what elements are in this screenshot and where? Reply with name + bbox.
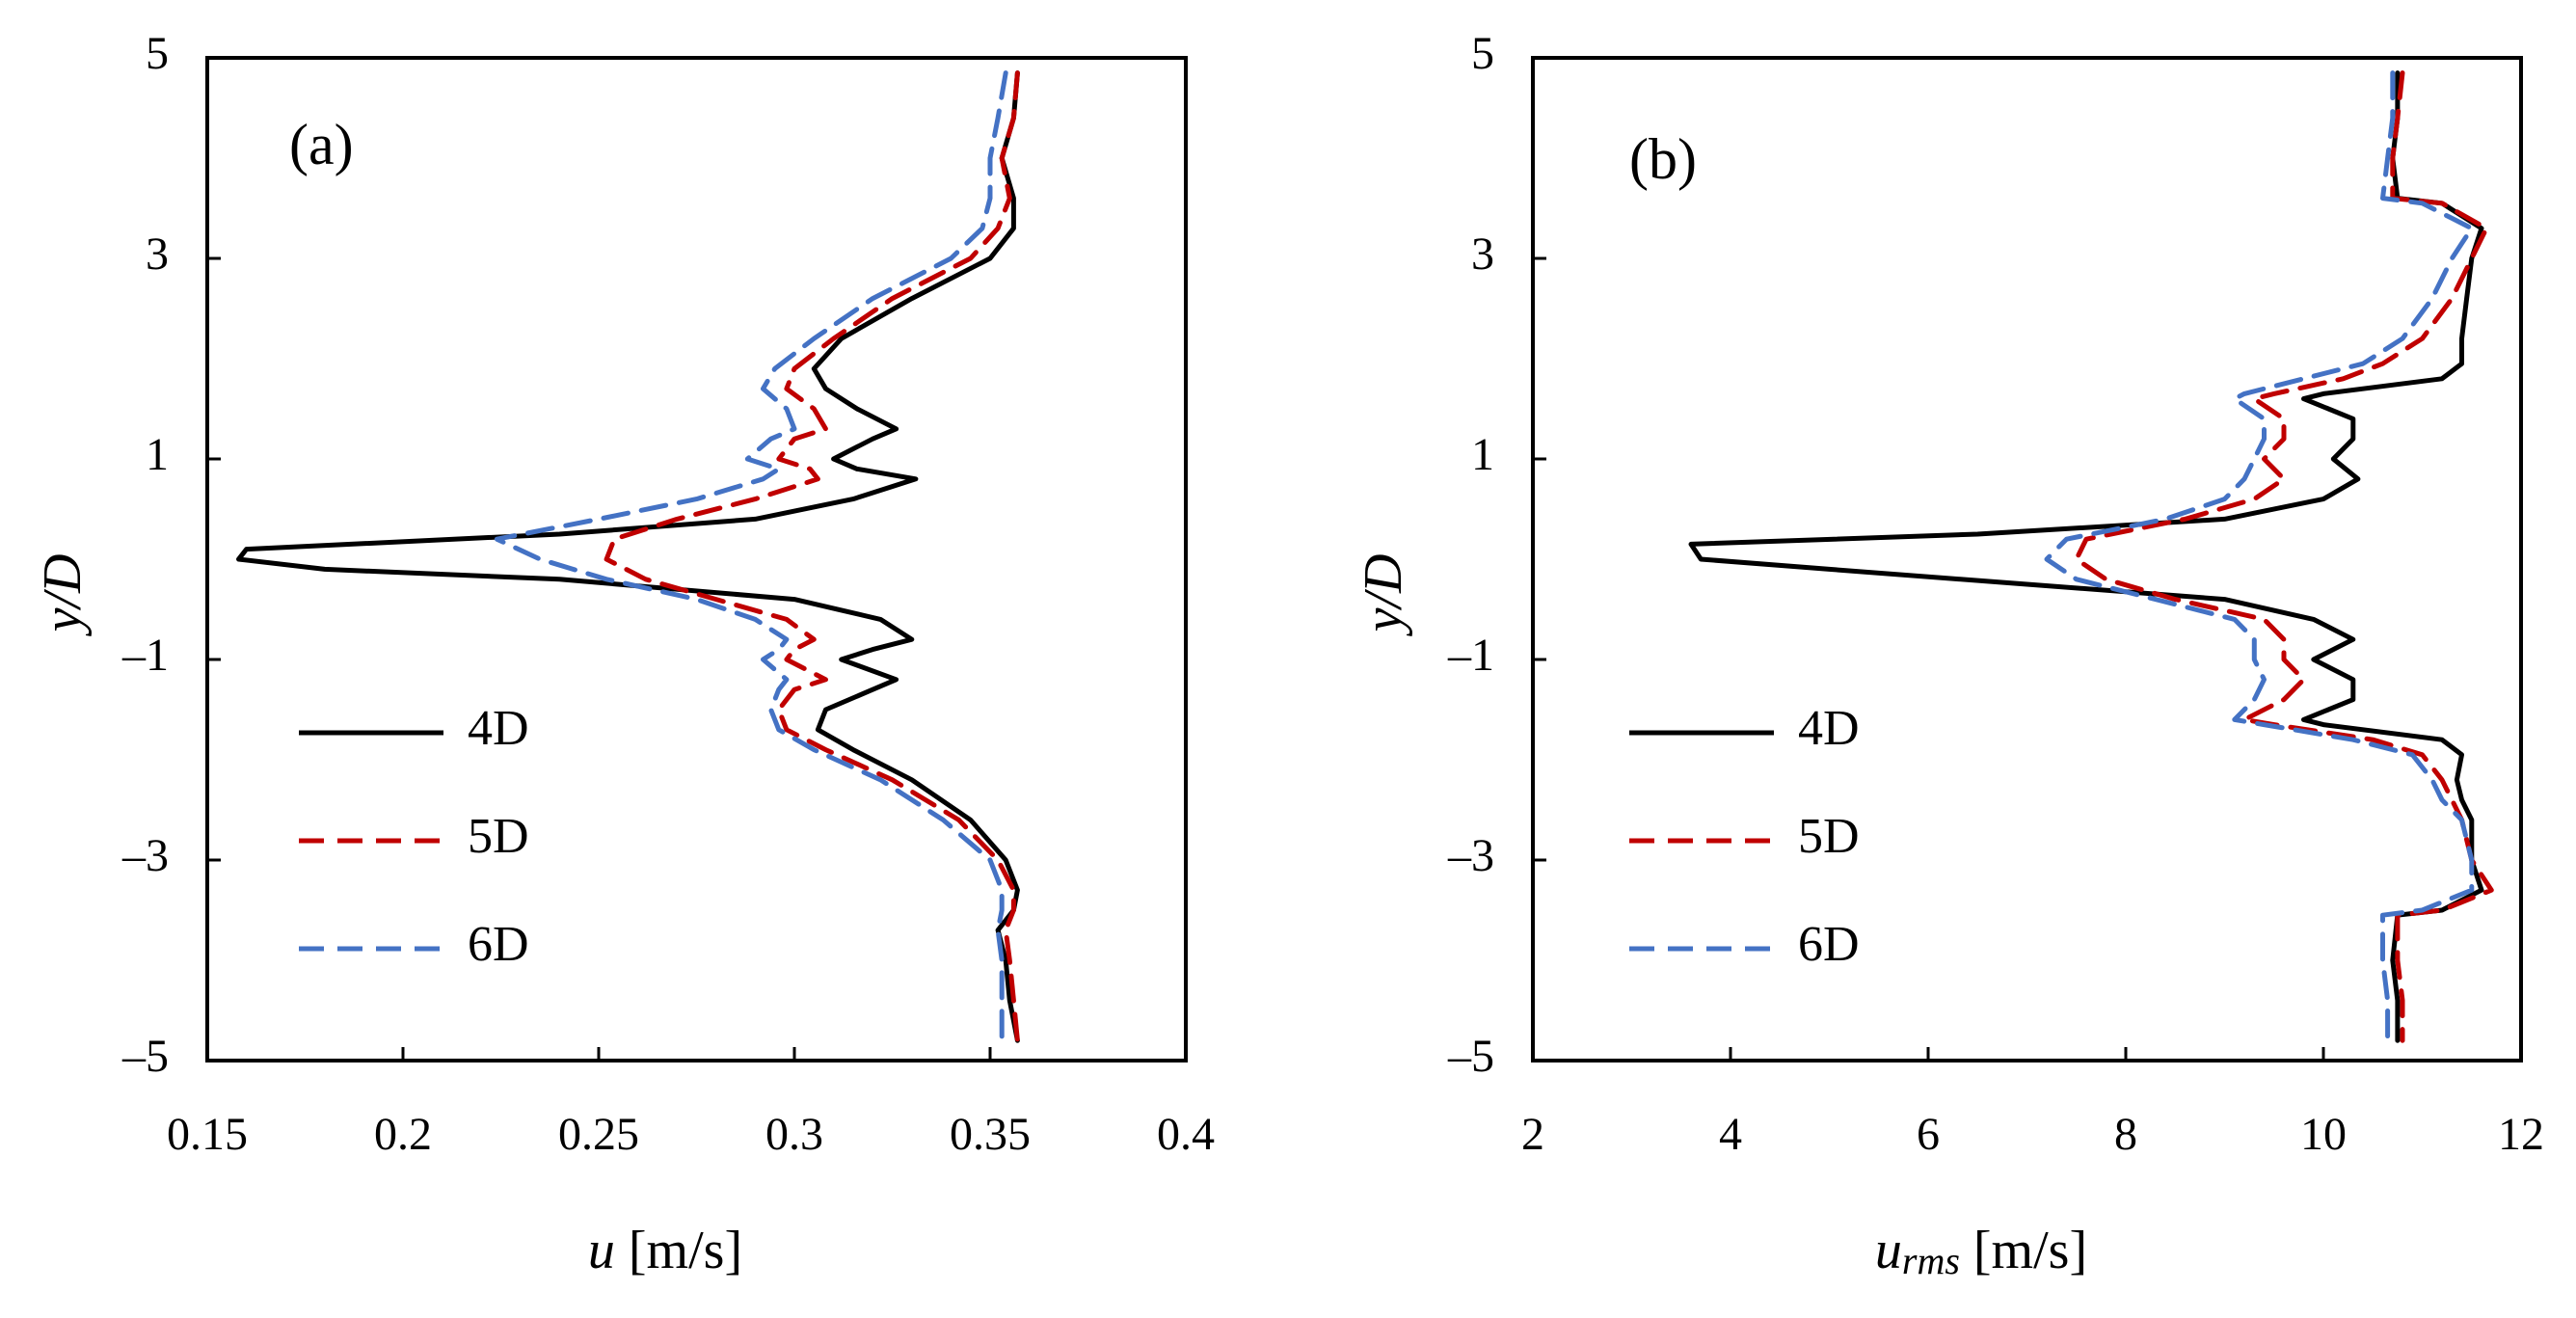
panel-b-ytick-label: –1 [1447, 630, 1494, 681]
panel-b-xtick-label: 2 [1521, 1109, 1544, 1160]
panel-a-ylabel: y/D [33, 554, 93, 637]
panel-b-legend: 4D 5D 6D [1629, 701, 1860, 972]
panel-a-series-5D [604, 70, 1020, 1043]
chart-panel-a: y/D u [m/s] 0.15 0.2 0.25 0.3 0.35 0.4 –5 –3 –1 1… [33, 28, 1215, 1280]
panel-b-xlabel: urms [m/s] [1875, 1221, 2087, 1282]
panel-b-label: (b) [1629, 127, 1697, 191]
panel-b-frame [1531, 56, 2523, 1062]
panel-a-frame [205, 56, 1188, 1062]
panel-b-series-6D [2044, 70, 2475, 1043]
panel-b-series-4D [1688, 70, 2484, 1043]
panel-a-ytick-label: 5 [146, 28, 169, 79]
panel-a-label: (a) [289, 113, 354, 176]
panel-a-xtick-label: 0.15 [167, 1109, 248, 1160]
legend-label-6D: 6D [468, 917, 529, 972]
panel-a-ytick-label: 1 [146, 429, 169, 480]
panel-a-ytick-label: –3 [121, 830, 169, 881]
panel-a-xtick-label: 0.2 [374, 1109, 432, 1160]
panel-b-xtick-label: 8 [2114, 1109, 2137, 1160]
panel-a-xtick-label: 0.35 [950, 1109, 1031, 1160]
panel-a-xtick-label: 0.3 [765, 1109, 823, 1160]
panel-b-xtick-label: 6 [1917, 1109, 1940, 1160]
panel-b-ytick-label: –5 [1447, 1031, 1494, 1082]
panel-b-xtick-label: 4 [1719, 1109, 1742, 1160]
panel-a-xlabel: u [m/s] [588, 1221, 742, 1280]
panel-b-ylabel: y/D [1354, 554, 1413, 637]
panel-b-series-5D [2074, 70, 2494, 1043]
panel-a-series-6D [494, 70, 1008, 1043]
panel-a-xtick-label: 0.4 [1157, 1109, 1215, 1160]
panel-a-xtick-label: 0.25 [558, 1109, 639, 1160]
panel-a-ytick-label: –5 [121, 1031, 169, 1082]
legend-label-5D: 5D [1798, 809, 1860, 864]
panel-b-xtick-label: 12 [2498, 1109, 2544, 1160]
panel-b-ytick-label: 3 [1471, 229, 1494, 280]
legend-label-5D: 5D [468, 809, 529, 864]
panel-b-ytick-label: 5 [1471, 28, 1494, 79]
panel-a-series-4D [236, 70, 1020, 1043]
panel-b-ytick-label: 1 [1471, 429, 1494, 480]
legend-label-4D: 4D [468, 701, 529, 756]
panel-b-ytick-label: –3 [1447, 830, 1494, 881]
chart-panel-b: y/D urms [m/s] 2 4 6 8 10 12 –5 –3 –1 1 3 5 (b) 4D 5D 6… [1354, 28, 2544, 1282]
legend-label-4D: 4D [1798, 701, 1860, 756]
panel-b-xtick-label: 10 [2300, 1109, 2347, 1160]
legend-label-6D: 6D [1798, 917, 1860, 972]
panel-a-ytick-label: –1 [121, 630, 169, 681]
panel-a-ytick-label: 3 [146, 229, 169, 280]
panel-a-legend: 4D 5D 6D [299, 701, 529, 972]
